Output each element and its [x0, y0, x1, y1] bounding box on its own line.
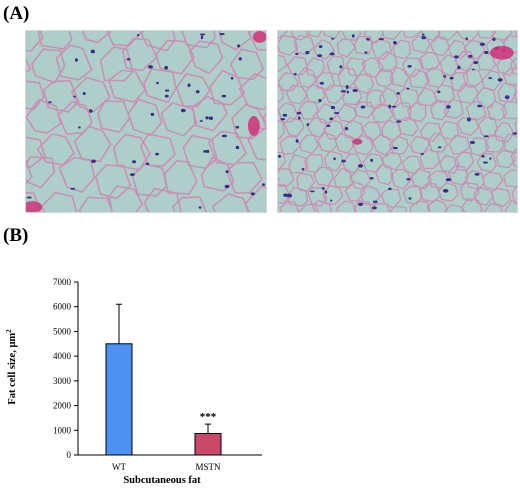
micrograph-wt-image [26, 31, 266, 212]
category-label-mstn: MSTN [195, 462, 221, 472]
y-tick-label: 0 [67, 450, 72, 460]
y-tick-label: 6000 [53, 302, 72, 312]
y-tick-label: 7000 [53, 277, 72, 287]
panel-label-b: (B) [3, 225, 29, 246]
significance-marker-mstn: *** [200, 411, 217, 423]
micrograph-mstn [277, 30, 518, 213]
y-axis-title-superscript: 2 [5, 329, 13, 333]
y-tick-label: 5000 [53, 326, 72, 336]
bar-mstn [194, 432, 222, 456]
micrograph-wt [25, 30, 267, 213]
y-axis-title: Fat cell size, μm2 [5, 329, 18, 405]
micrograph-mstn-image [278, 31, 517, 212]
category-label-wt: WT [112, 462, 126, 472]
panel-label-a: (A) [3, 3, 30, 24]
y-axis-title-text: Fat cell size, μm [7, 333, 18, 405]
y-tick-label: 4000 [53, 351, 72, 361]
x-axis-title: Subcutaneous fat [123, 475, 201, 486]
y-tick-label: 2000 [53, 401, 72, 411]
y-tick-label: 3000 [53, 376, 72, 386]
y-tick-label: 1000 [53, 425, 72, 435]
bar-wt [105, 343, 133, 456]
